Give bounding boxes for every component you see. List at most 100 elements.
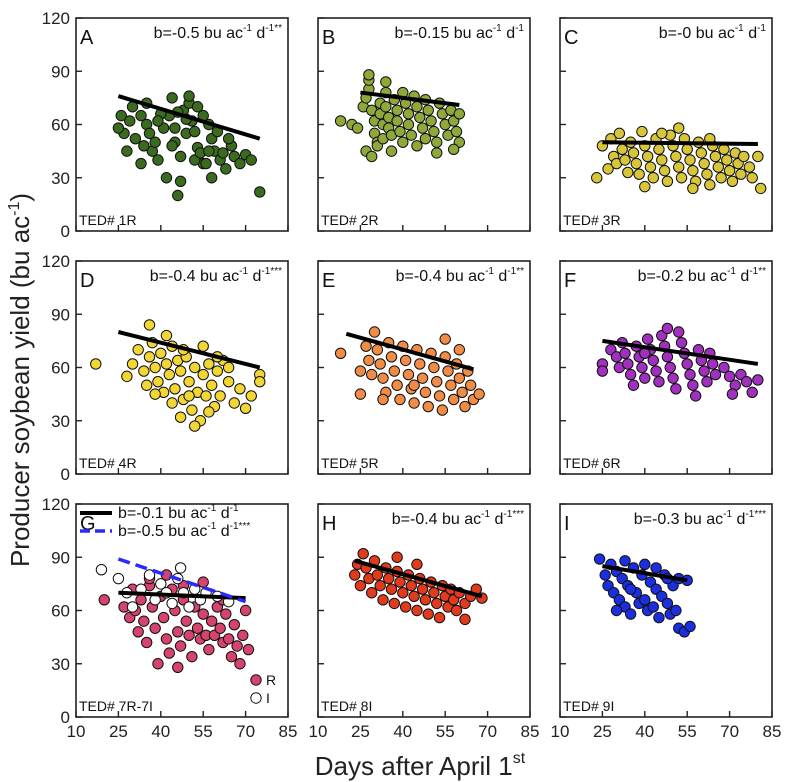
slope-text: b=-0.3 bu ac xyxy=(634,511,723,528)
y-tick-label: 60 xyxy=(51,602,70,621)
data-point xyxy=(377,594,389,606)
data-point xyxy=(596,365,609,377)
data-point xyxy=(408,590,420,602)
regression-line xyxy=(117,330,261,370)
data-point-r xyxy=(205,615,218,627)
data-point xyxy=(368,326,381,338)
data-point xyxy=(447,393,460,406)
data-point xyxy=(183,390,195,402)
data-point-r xyxy=(160,633,173,645)
panel-letter: I xyxy=(564,513,570,535)
data-point xyxy=(411,101,423,113)
data-point xyxy=(416,372,429,384)
data-point-r xyxy=(98,594,110,606)
data-point xyxy=(197,340,209,352)
data-point xyxy=(428,587,440,599)
data-point xyxy=(636,361,648,374)
data-point xyxy=(602,163,614,175)
slope-unit: d xyxy=(744,25,757,42)
data-point xyxy=(334,115,347,127)
data-point xyxy=(650,562,662,574)
data-point xyxy=(687,164,699,177)
data-point xyxy=(709,150,722,163)
data-point xyxy=(599,569,611,581)
data-point xyxy=(135,109,147,122)
slope-sup: -1** xyxy=(749,266,766,277)
x-tick-label: 40 xyxy=(393,722,412,741)
data-point xyxy=(428,125,440,138)
data-point-r xyxy=(203,643,215,656)
data-point xyxy=(366,587,378,599)
data-point xyxy=(411,604,423,617)
data-point-r xyxy=(228,619,240,631)
data-point xyxy=(681,358,693,370)
slope-text: b=-0.15 bu ac xyxy=(395,25,493,42)
panel-letter: D xyxy=(80,270,94,292)
y-axis-title-sup: -1 xyxy=(6,202,23,216)
slope-sup: -1** xyxy=(265,23,282,34)
data-point xyxy=(143,351,156,363)
data-point-r xyxy=(234,658,246,670)
regression-line xyxy=(360,90,460,107)
data-point xyxy=(377,372,389,384)
x-tick-label: 85 xyxy=(279,722,298,741)
slope-text: b=-0.4 bu ac xyxy=(396,268,485,285)
data-point xyxy=(419,386,432,399)
data-point xyxy=(166,140,178,152)
slope-sup: -1 xyxy=(485,266,494,277)
data-point xyxy=(112,122,125,134)
data-point xyxy=(639,558,651,571)
data-point xyxy=(354,365,367,377)
data-point xyxy=(391,551,403,563)
data-point xyxy=(721,154,733,166)
y-tick-label: 120 xyxy=(42,9,70,28)
data-point xyxy=(591,172,603,184)
legend-label: I xyxy=(266,690,270,706)
data-point-r xyxy=(239,604,252,617)
data-point xyxy=(698,365,710,377)
slope-annotation: b=-0.4 bu ac-1 d-1*** xyxy=(150,266,282,285)
data-point xyxy=(205,172,218,184)
data-point xyxy=(377,393,389,406)
data-point xyxy=(624,368,637,381)
y-tick-label: 120 xyxy=(42,252,70,271)
data-point xyxy=(152,115,164,127)
x-tick-label: 70 xyxy=(478,722,497,741)
slope-annotation: b=-0.2 bu ac-1 d-1** xyxy=(638,266,766,285)
data-point xyxy=(431,376,443,388)
slope-sup: -1 xyxy=(207,521,216,532)
data-point xyxy=(366,150,378,163)
data-point xyxy=(374,579,386,592)
slope-sup: -1 xyxy=(723,509,732,520)
data-point xyxy=(422,104,434,117)
data-point xyxy=(200,157,212,170)
slope-text: b=-0.5 bu ac xyxy=(154,25,243,42)
panel-letter: A xyxy=(80,27,94,49)
data-point xyxy=(174,411,187,423)
data-point xyxy=(371,344,384,356)
data-point xyxy=(394,125,406,138)
data-point xyxy=(160,329,173,342)
data-point xyxy=(374,358,386,370)
data-point xyxy=(622,166,634,179)
data-point xyxy=(132,344,144,356)
slope-text: b=-0.1 bu ac xyxy=(118,505,207,522)
data-point xyxy=(670,150,682,163)
data-point xyxy=(633,168,645,180)
data-point xyxy=(656,127,668,140)
ted-label: TED# 4R xyxy=(79,455,137,471)
data-point xyxy=(394,393,406,406)
data-point-r xyxy=(180,615,192,627)
data-point xyxy=(431,597,443,610)
ted-label: TED# 9I xyxy=(563,698,614,714)
y-tick-label: 30 xyxy=(51,655,70,674)
data-point xyxy=(627,147,640,159)
data-point xyxy=(726,388,739,400)
data-point-r xyxy=(140,636,153,649)
data-point xyxy=(121,145,133,157)
data-point xyxy=(160,358,173,370)
y-tick-label: 60 xyxy=(51,116,70,135)
data-point xyxy=(197,368,209,381)
